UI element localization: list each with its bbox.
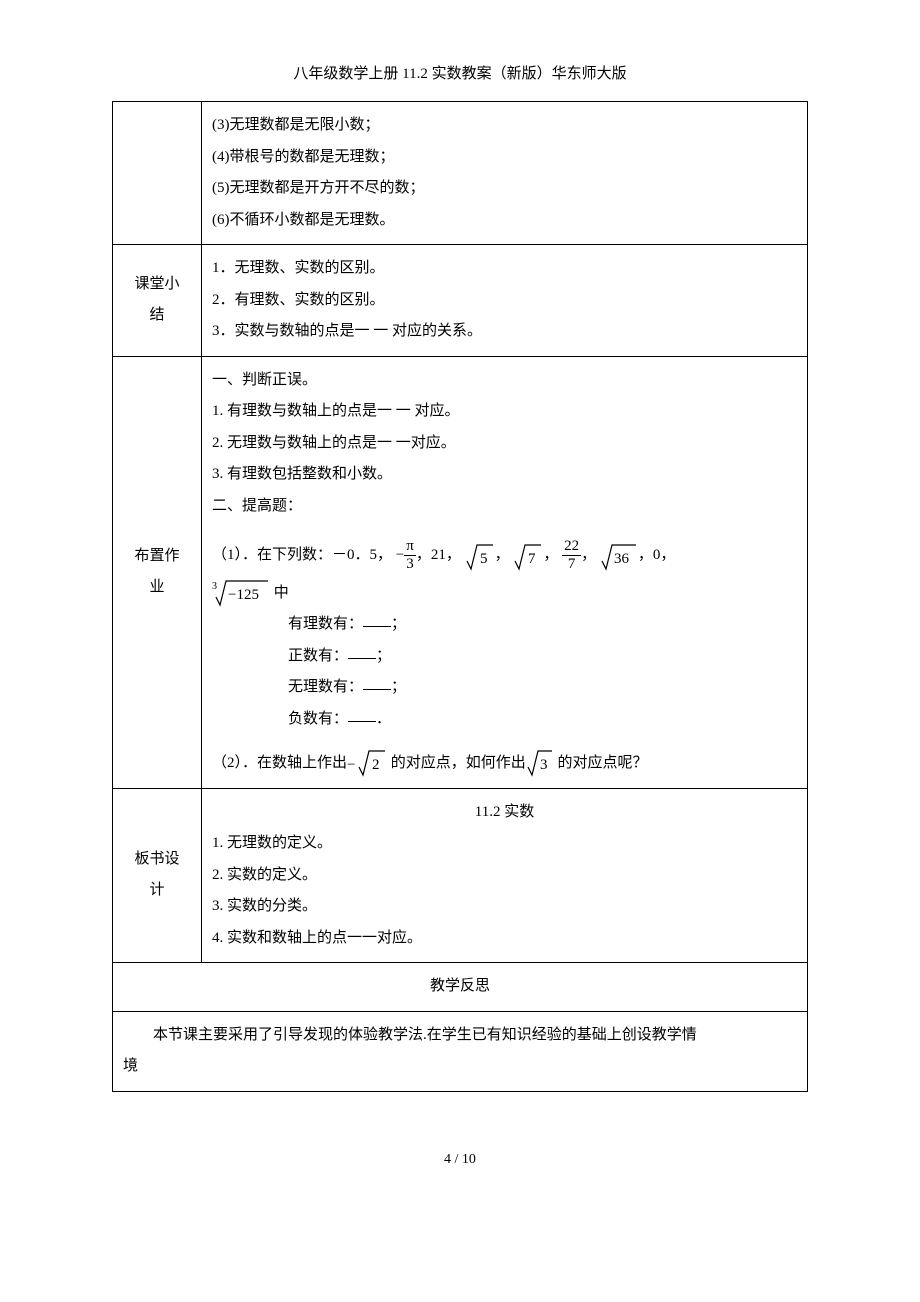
main-table: (3)无理数都是无限小数； (4)带根号的数都是无理数； (5)无理数都是开方开… [112, 101, 808, 1092]
summary-label-2: 结 [123, 300, 191, 332]
board-item-1: 1. 无理数的定义。 [212, 828, 797, 860]
q1-sep2: ， [543, 547, 558, 563]
reflect-title: 教学反思 [430, 978, 490, 994]
blank-2 [363, 677, 391, 690]
q1-pi: π [404, 539, 416, 556]
cube-radicand: −125 [228, 587, 259, 603]
q1-prefix: （1）．在下列数：－0．5， [212, 547, 392, 563]
homework-content-cell: 一、判断正误。 1. 有理数与数轴上的点是一 一 对应。 2. 无理数与数轴上的… [202, 356, 808, 788]
cuberoot-icon: 3 −125 [212, 575, 270, 609]
sqrt36-text: 36 [614, 551, 630, 567]
opt-label-2: 无理数有： [288, 679, 363, 695]
summary-item-1: 1．无理数、实数的区别。 [212, 253, 797, 285]
summary-label-cell: 课堂小 结 [113, 245, 202, 357]
sqrt5-text: 5 [480, 551, 488, 567]
q1-mid: 中 [270, 585, 289, 601]
sqrt7-text: 7 [528, 551, 536, 567]
neg-sqrt2-icon: − 2 [347, 745, 387, 779]
opt-label-0: 有理数有： [288, 616, 363, 632]
board-label-1: 板书设 [123, 844, 191, 876]
q1-sep1: ， [495, 547, 510, 563]
board-item-2: 2. 实数的定义。 [212, 860, 797, 892]
q2-pre: （2）．在数轴上作出 [212, 755, 347, 771]
period-3: ． [376, 711, 391, 727]
q1-option-fu: 负数有： ． [212, 704, 797, 736]
page-header: 八年级数学上册 11.2 实数教案（新版）华东师大版 [112, 62, 808, 83]
semi-1: ； [376, 648, 391, 664]
q1-option-wuli: 无理数有： ； [212, 672, 797, 704]
row1-item-3: (3)无理数都是无限小数； [212, 110, 797, 142]
opt-label-1: 正数有： [288, 648, 348, 664]
reflect-body-cell: 本节课主要采用了引导发现的体验教学法.在学生已有知识经验的基础上创设教学情 境 [113, 1011, 808, 1091]
neg-sqrt2-radicand: 2 [372, 757, 380, 773]
row1-item-5: (5)无理数都是开方开不尽的数； [212, 173, 797, 205]
judge-item-3: 3. 有理数包括整数和小数。 [212, 459, 797, 491]
summary-content-cell: 1．无理数、实数的区别。 2．有理数、实数的区别。 3．实数与数轴的点是一 一 … [202, 245, 808, 357]
judge-item-2: 2. 无理数与数轴上的点是一 一对应。 [212, 428, 797, 460]
judge-title: 一、判断正误。 [212, 365, 797, 397]
q2-mid: 的对应点，如何作出 [387, 755, 526, 771]
q1-frac-pi3: π3 [404, 539, 416, 572]
homework-label-cell: 布置作 业 [113, 356, 202, 788]
board-label-cell: 板书设 计 [113, 788, 202, 963]
row1-item-6: (6)不循环小数都是无理数。 [212, 205, 797, 237]
q1-neg-sign: − [396, 536, 404, 575]
q1-three: 3 [404, 556, 416, 572]
q1-expression: （1）．在下列数：－0．5， −π3，21， 5， 7， 227， 36，0， [212, 536, 797, 575]
summary-label-1: 课堂小 [123, 269, 191, 301]
semi-2: ； [391, 679, 406, 695]
page-number: 4 / 10 [112, 1152, 808, 1168]
sqrt36-icon: 36 [600, 539, 638, 573]
board-label-2: 计 [123, 875, 191, 907]
board-item-4: 4. 实数和数轴上的点一一对应。 [212, 923, 797, 955]
q1-frac-22-7: 227 [562, 539, 581, 572]
q1-num22: 22 [562, 539, 581, 556]
q1-expression-line2: 3 −125 中 [212, 575, 797, 609]
svg-text:−: − [347, 757, 355, 773]
q1-option-zheng: 正数有： ； [212, 641, 797, 673]
semi-0: ； [391, 616, 406, 632]
homework-label-1: 布置作 [123, 541, 191, 573]
reflect-title-cell: 教学反思 [113, 963, 808, 1012]
q1-sep4: ，0， [638, 547, 676, 563]
q2-line: （2）．在数轴上作出 − 2 的对应点，如何作出 3 的对应点呢？ [212, 745, 797, 780]
judge-item-1: 1. 有理数与数轴上的点是一 一 对应。 [212, 396, 797, 428]
sqrt3-icon: 3 [526, 745, 554, 779]
blank-3 [348, 709, 376, 722]
row1-item-4: (4)带根号的数都是无理数； [212, 142, 797, 174]
opt-label-3: 负数有： [288, 711, 348, 727]
board-content-cell: 11.2 实数 1. 无理数的定义。 2. 实数的定义。 3. 实数的分类。 4… [202, 788, 808, 963]
q1-21: ，21， [416, 547, 461, 563]
q1-option-youli: 有理数有： ； [212, 609, 797, 641]
row1-label-cell [113, 102, 202, 245]
sqrt7-icon: 7 [513, 539, 543, 573]
reflect-body-line1: 本节课主要采用了引导发现的体验教学法.在学生已有知识经验的基础上创设教学情 [123, 1020, 797, 1052]
q2-end: 的对应点呢？ [554, 755, 648, 771]
q1-den7: 7 [562, 556, 581, 572]
row1-content-cell: (3)无理数都是无限小数； (4)带根号的数都是无理数； (5)无理数都是开方开… [202, 102, 808, 245]
board-title: 11.2 实数 [212, 797, 797, 829]
q1-sep3: ， [581, 547, 596, 563]
blank-1 [348, 646, 376, 659]
sqrt3-radicand: 3 [540, 757, 548, 773]
cube-index: 3 [212, 581, 217, 592]
summary-item-3: 3．实数与数轴的点是一 一 对应的关系。 [212, 316, 797, 348]
raise-title: 二、提高题： [212, 491, 797, 523]
homework-label-2: 业 [123, 572, 191, 604]
sqrt5-icon: 5 [465, 539, 495, 573]
summary-item-2: 2．有理数、实数的区别。 [212, 285, 797, 317]
board-item-3: 3. 实数的分类。 [212, 891, 797, 923]
blank-0 [363, 614, 391, 627]
reflect-body-line2: 境 [123, 1051, 797, 1083]
